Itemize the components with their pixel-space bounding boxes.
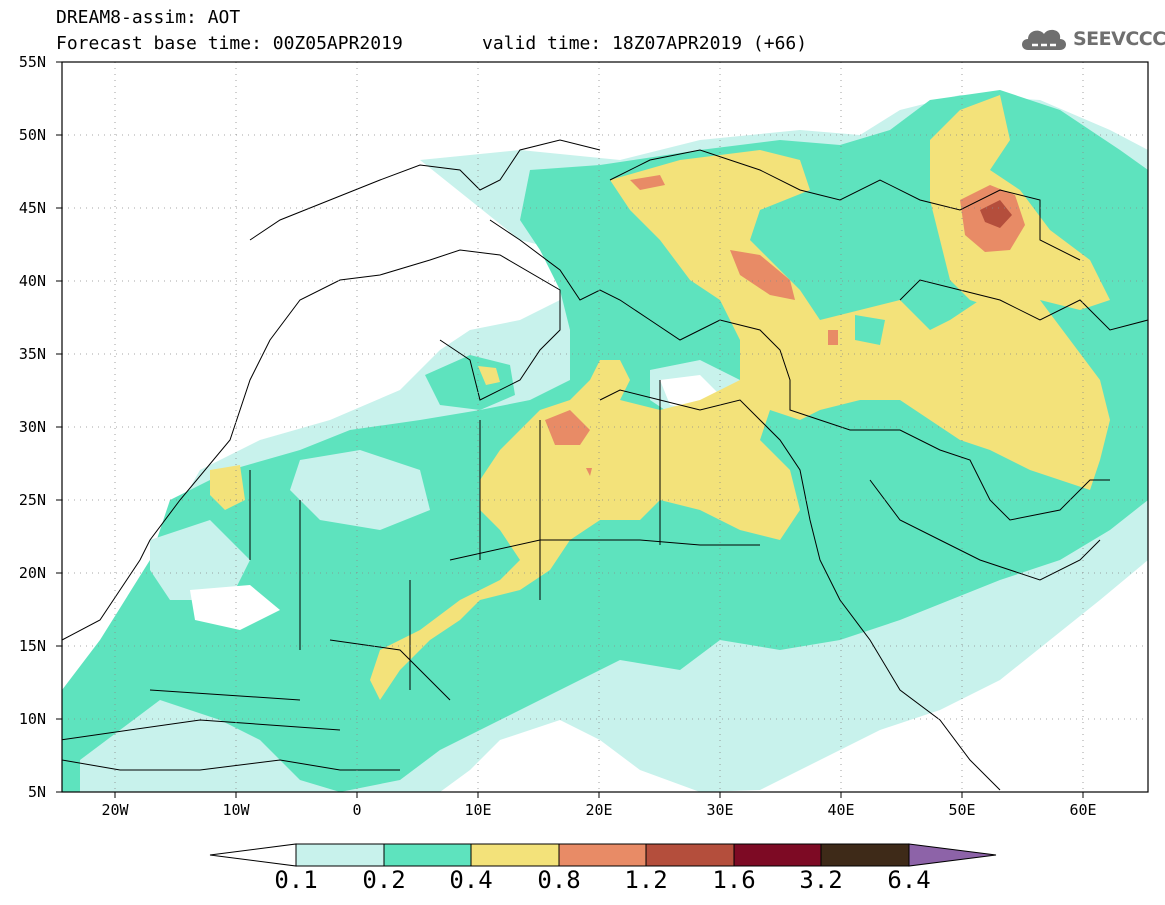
- cloud-icon: [1022, 29, 1066, 50]
- logo-text: SEEVCCC: [1073, 28, 1165, 50]
- lat-label: 10N: [18, 710, 46, 728]
- lat-lon-grid: [62, 62, 1148, 792]
- lon-label: 10W: [222, 801, 250, 819]
- lon-label: 10E: [464, 801, 492, 819]
- lat-label: 30N: [18, 418, 46, 436]
- colorbar-segment-2: [383, 843, 472, 867]
- colorbar-segment-over: [908, 843, 997, 867]
- lon-label: 40E: [827, 801, 855, 819]
- colorbar-label: 6.4: [887, 866, 931, 894]
- lat-label: 5N: [27, 783, 46, 801]
- colorbar-label: 0.1: [274, 866, 318, 894]
- lon-label: 50E: [948, 801, 976, 819]
- coastlines-borders: [62, 139, 1148, 791]
- aot-level-1-2: [980, 200, 1012, 228]
- chart-title: DREAM8-assim: AOT: [56, 7, 241, 28]
- forecast-base-time: Forecast base time: 00Z05APR2019: [56, 33, 403, 54]
- lat-label: 40N: [18, 272, 46, 290]
- lat-label: 55N: [18, 53, 46, 71]
- aot-level-0-4: [210, 95, 1110, 700]
- seevccc-logo: SEEVCCC: [1018, 22, 1165, 56]
- colorbar: [209, 843, 997, 867]
- lat-label: 15N: [18, 637, 46, 655]
- colorbar-segment-4: [558, 843, 647, 867]
- colorbar-segment-3: [470, 843, 560, 867]
- colorbar-label: 0.4: [449, 866, 493, 894]
- lat-label: 45N: [18, 199, 46, 217]
- lat-label: 25N: [18, 491, 46, 509]
- colorbar-segment-5: [645, 843, 735, 867]
- aot-level-0-8: [545, 175, 1025, 476]
- lat-label: 35N: [18, 345, 46, 363]
- lat-label: 50N: [18, 126, 46, 144]
- axis-ticks: [56, 61, 1084, 798]
- colorbar-label: 0.8: [537, 866, 581, 894]
- colorbar-label: 3.2: [799, 866, 843, 894]
- aot-field: [62, 62, 1148, 792]
- colorbar-label: 1.6: [712, 866, 756, 894]
- colorbar-segment-1: [295, 843, 385, 867]
- lon-label: 60E: [1069, 801, 1097, 819]
- valid-time: valid time: 18Z07APR2019 (+66): [482, 33, 808, 54]
- colorbar-segment-7: [820, 843, 910, 867]
- colorbar-label: 1.2: [624, 866, 668, 894]
- colorbar-label: 0.2: [362, 866, 406, 894]
- lon-label: 20W: [101, 801, 129, 819]
- colorbar-segment-under: [209, 843, 297, 867]
- colorbar-segment-6: [733, 843, 822, 867]
- lon-label: 20E: [585, 801, 613, 819]
- lon-label: 30E: [706, 801, 734, 819]
- lon-label: 0: [352, 801, 362, 819]
- lat-label: 20N: [18, 564, 46, 582]
